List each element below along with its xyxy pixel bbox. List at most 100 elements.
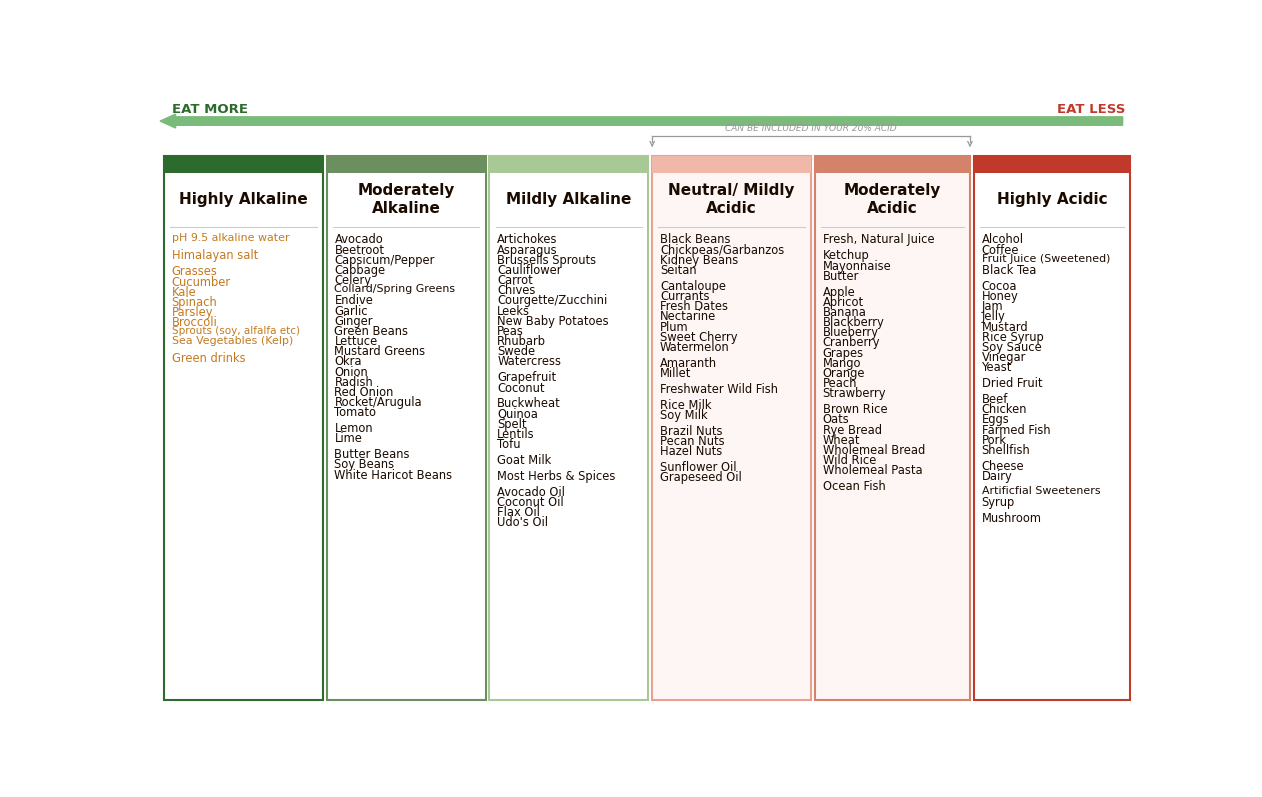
Text: Lettuce: Lettuce <box>334 335 377 348</box>
Text: Lentils: Lentils <box>497 428 535 441</box>
Bar <box>164 156 323 700</box>
Text: Eggs: Eggs <box>982 414 1010 426</box>
Text: Leeks: Leeks <box>497 304 530 318</box>
Text: Spinach: Spinach <box>172 296 217 309</box>
Text: Mustard Greens: Mustard Greens <box>334 345 425 359</box>
Text: Millet: Millet <box>660 367 692 380</box>
Text: Chicken: Chicken <box>982 403 1027 416</box>
Text: Lime: Lime <box>334 432 362 446</box>
Text: White Haricot Beans: White Haricot Beans <box>334 469 453 481</box>
Text: Chickpeas/Garbanzos: Chickpeas/Garbanzos <box>660 244 784 257</box>
Text: Alcohol: Alcohol <box>982 234 1023 246</box>
Text: Honey: Honey <box>982 290 1018 303</box>
Text: Cauliflower: Cauliflower <box>497 264 562 277</box>
Text: Avocado Oil: Avocado Oil <box>497 486 565 499</box>
Text: Goat Milk: Goat Milk <box>497 454 551 467</box>
Text: Coffee: Coffee <box>982 244 1020 257</box>
Text: Jam: Jam <box>982 300 1003 313</box>
Text: Kidney Beans: Kidney Beans <box>660 253 738 267</box>
Text: Rye Bread: Rye Bread <box>823 423 882 437</box>
Text: Fresh, Natural Juice: Fresh, Natural Juice <box>823 234 934 246</box>
Text: Yeast: Yeast <box>982 361 1012 375</box>
Text: Farmed Fish: Farmed Fish <box>982 423 1050 437</box>
Text: Soy Sauce: Soy Sauce <box>982 341 1041 354</box>
Text: Soy Milk: Soy Milk <box>660 409 708 422</box>
Bar <box>164 156 323 174</box>
Text: Fresh Dates: Fresh Dates <box>660 300 728 313</box>
Text: Banana: Banana <box>823 306 867 319</box>
Text: Apple: Apple <box>823 285 856 299</box>
Text: Blueberry: Blueberry <box>823 326 878 340</box>
Text: Moderately
Acidic: Moderately Acidic <box>844 183 941 216</box>
Text: Rice Milk: Rice Milk <box>660 398 712 412</box>
Text: Watercress: Watercress <box>497 355 562 368</box>
Text: Neutral/ Mildly
Acidic: Neutral/ Mildly Acidic <box>669 183 795 216</box>
Text: Spelt: Spelt <box>497 418 526 431</box>
Text: Currants: Currants <box>660 290 709 303</box>
Text: Vinegar: Vinegar <box>982 351 1026 364</box>
Text: Radish: Radish <box>334 375 374 389</box>
Text: EAT MORE: EAT MORE <box>172 103 247 116</box>
Text: Wholemeal Pasta: Wholemeal Pasta <box>823 464 923 477</box>
Text: CAN BE INCLUDED IN YOUR 20% ACID: CAN BE INCLUDED IN YOUR 20% ACID <box>726 124 897 133</box>
Bar <box>652 156 811 174</box>
Text: Seitan: Seitan <box>660 264 697 277</box>
Text: Freshwater Wild Fish: Freshwater Wild Fish <box>660 383 777 396</box>
Bar <box>815 156 970 174</box>
Text: Broccoli: Broccoli <box>172 316 217 329</box>
Bar <box>815 156 970 700</box>
Text: Tomato: Tomato <box>334 406 376 419</box>
Text: Kale: Kale <box>172 285 197 299</box>
Text: Garlic: Garlic <box>334 304 369 318</box>
Text: Pecan Nuts: Pecan Nuts <box>660 435 724 448</box>
Text: pH 9.5 alkaline water: pH 9.5 alkaline water <box>172 234 289 243</box>
Text: Buckwheat: Buckwheat <box>497 398 560 410</box>
Bar <box>974 156 1131 700</box>
Text: Ketchup: Ketchup <box>823 249 870 262</box>
Text: Mustard: Mustard <box>982 320 1029 334</box>
Text: Cucumber: Cucumber <box>172 276 231 289</box>
Text: Watermelon: Watermelon <box>660 341 729 354</box>
Text: Himalayan salt: Himalayan salt <box>172 249 257 262</box>
Text: Brazil Nuts: Brazil Nuts <box>660 425 722 438</box>
Text: Tofu: Tofu <box>497 438 521 451</box>
Text: Grapeseed Oil: Grapeseed Oil <box>660 471 742 485</box>
Text: Sunflower Oil: Sunflower Oil <box>660 461 737 474</box>
Text: Mildly Alkaline: Mildly Alkaline <box>506 192 631 207</box>
Text: Pork: Pork <box>982 434 1007 447</box>
Text: Onion: Onion <box>334 366 369 379</box>
Text: Endive: Endive <box>334 294 374 308</box>
Text: Dairy: Dairy <box>982 470 1012 483</box>
Text: Brussells Sprouts: Brussells Sprouts <box>497 253 597 267</box>
Text: Oats: Oats <box>823 414 849 426</box>
Text: Flax Oil: Flax Oil <box>497 506 540 520</box>
Text: Jelly: Jelly <box>982 310 1006 324</box>
Text: Peach: Peach <box>823 377 857 391</box>
Text: Shellfish: Shellfish <box>982 444 1030 457</box>
Text: Wild Rice: Wild Rice <box>823 454 876 467</box>
Text: Swede: Swede <box>497 345 535 359</box>
Text: EAT LESS: EAT LESS <box>1056 103 1124 116</box>
Text: Okra: Okra <box>334 355 362 368</box>
Text: Green Beans: Green Beans <box>334 325 409 338</box>
Text: Moderately
Alkaline: Moderately Alkaline <box>357 183 454 216</box>
Text: Grasses: Grasses <box>172 265 217 278</box>
Text: Rice Syrup: Rice Syrup <box>982 331 1044 344</box>
Text: New Baby Potatoes: New Baby Potatoes <box>497 315 608 328</box>
Text: Celery: Celery <box>334 274 371 287</box>
Text: Black Tea: Black Tea <box>982 264 1036 277</box>
Text: Grapes: Grapes <box>823 347 863 359</box>
Text: Cranberry: Cranberry <box>823 336 880 350</box>
Text: Brown Rice: Brown Rice <box>823 403 887 416</box>
Bar <box>490 156 649 174</box>
Text: Rhubarb: Rhubarb <box>497 335 546 348</box>
Text: Courgette/Zucchini: Courgette/Zucchini <box>497 294 607 308</box>
Text: Artichokes: Artichokes <box>497 234 558 246</box>
Text: Highly Alkaline: Highly Alkaline <box>179 192 308 207</box>
Text: Wholemeal Bread: Wholemeal Bread <box>823 444 925 457</box>
Text: Coconut: Coconut <box>497 382 545 395</box>
Text: Cocoa: Cocoa <box>982 280 1017 293</box>
Text: Mango: Mango <box>823 357 861 370</box>
Text: Beef: Beef <box>982 393 1008 406</box>
Text: Carrot: Carrot <box>497 274 533 287</box>
